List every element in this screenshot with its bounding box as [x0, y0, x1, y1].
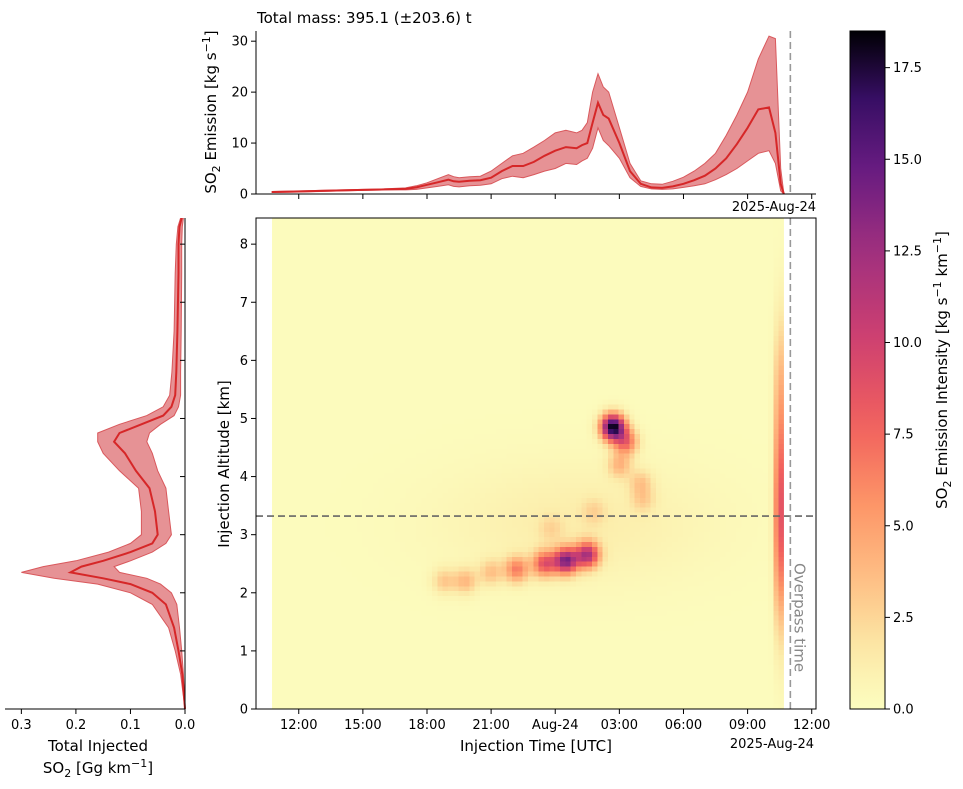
left-x-axis-label-line1: Total Injected — [47, 737, 148, 755]
colorbar-tick-label: 0.0 — [893, 703, 914, 718]
top-panel: Total mass: 395.1 (±203.6) t 0 10 20 30 202… — [200, 9, 816, 215]
left-x-tick-label: 0.3 — [11, 718, 32, 733]
main-y-tick-label: 3 — [240, 528, 248, 543]
top-title: Total mass: 395.1 (±203.6) t — [256, 9, 472, 27]
left-y-ticks — [180, 243, 185, 710]
main-x-tick-label: 09:00 — [729, 718, 766, 733]
left-panel: 0.3 0.2 0.1 0.0 Total Injected SO2 [Gg km−1… — [5, 218, 195, 780]
colorbar-tick-label: 17.5 — [893, 61, 922, 76]
colorbar-tick-label: 7.5 — [893, 428, 914, 443]
left-x-tick-label: 0.2 — [66, 718, 87, 733]
main-y-tick-label: 4 — [240, 470, 248, 485]
main-x-tick-label: 21:00 — [472, 718, 509, 733]
colorbar-tick-label: 5.0 — [893, 519, 914, 534]
main-y-tick-label: 5 — [240, 412, 248, 427]
colorbar: 0.0 2.5 5.0 7.5 10.0 12.5 15.0 17.5 SO2 Emissio… — [849, 30, 954, 718]
colorbar-gradient — [850, 31, 885, 709]
main-x-ticks: 12:00 15:00 18:00 21:00 Aug-24 03:00 06:00 09:0… — [280, 709, 830, 733]
top-y-axis-label: SO2 Emission [kg s−1] — [200, 30, 223, 193]
top-y-tick-label: 30 — [231, 35, 248, 50]
heatmap-image — [272, 218, 784, 709]
colorbar-tick-label: 10.0 — [893, 336, 922, 351]
main-frame — [255, 217, 817, 710]
left-x-tick-label: 0.1 — [120, 718, 141, 733]
main-y-tick-label: 8 — [240, 238, 248, 253]
overpass-label: Overpass time — [790, 563, 808, 672]
top-y-tick-label: 20 — [231, 86, 248, 101]
main-y-tick-label: 1 — [240, 644, 248, 659]
main-x-tick-label: 12:00 — [280, 718, 317, 733]
left-uncertainty-band — [21, 218, 186, 709]
main-y-tick-label: 2 — [240, 586, 248, 601]
top-x-offset-label: 2025-Aug-24 — [732, 200, 816, 215]
left-x-tick-label: 0.0 — [175, 718, 196, 733]
left-mean-line — [67, 218, 186, 709]
left-plot-area — [21, 218, 186, 709]
colorbar-label: SO2 Emission Intensity [kg s−1 km−1] — [931, 231, 954, 509]
colorbar-tick-label: 2.5 — [893, 611, 914, 626]
main-x-offset-label: 2025-Aug-24 — [730, 737, 814, 752]
colorbar-tick-label: 12.5 — [893, 244, 922, 259]
colorbar-ticks: 0.0 2.5 5.0 7.5 10.0 12.5 15.0 17.5 — [885, 61, 922, 718]
main-y-tick-label: 0 — [240, 703, 248, 718]
top-plot-area — [271, 35, 785, 194]
main-y-tick-label: 6 — [240, 354, 248, 369]
main-x-tick-label: 03:00 — [601, 718, 638, 733]
main-panel: Overpass time 0 1 2 3 4 5 6 7 8 12:00 15:00 18:00 2… — [215, 217, 830, 755]
top-x-ticks — [298, 194, 813, 199]
top-y-ticks: 0 10 20 30 — [231, 35, 256, 203]
top-mean-line — [271, 99, 785, 194]
left-x-ticks: 0.3 0.2 0.1 0.0 — [11, 709, 195, 733]
main-x-tick-label: 12:00 — [793, 718, 830, 733]
main-x-axis-label: Injection Time [UTC] — [460, 737, 612, 755]
top-uncertainty-band — [271, 35, 785, 194]
top-y-tick-label: 0 — [240, 188, 248, 203]
main-x-tick-label: Aug-24 — [532, 718, 579, 733]
main-x-tick-label: 06:00 — [665, 718, 702, 733]
main-x-tick-label: 18:00 — [408, 718, 445, 733]
colorbar-frame — [849, 30, 886, 710]
main-y-tick-label: 7 — [240, 296, 248, 311]
left-x-axis-label-line2: SO2 [Gg km−1] — [43, 757, 153, 780]
main-y-ticks: 0 1 2 3 4 5 6 7 8 — [240, 238, 256, 718]
main-x-tick-label: 15:00 — [344, 718, 381, 733]
main-y-axis-label: Injection Altitude [km] — [215, 380, 233, 547]
top-y-tick-label: 10 — [231, 137, 248, 152]
colorbar-tick-label: 15.0 — [893, 153, 922, 168]
